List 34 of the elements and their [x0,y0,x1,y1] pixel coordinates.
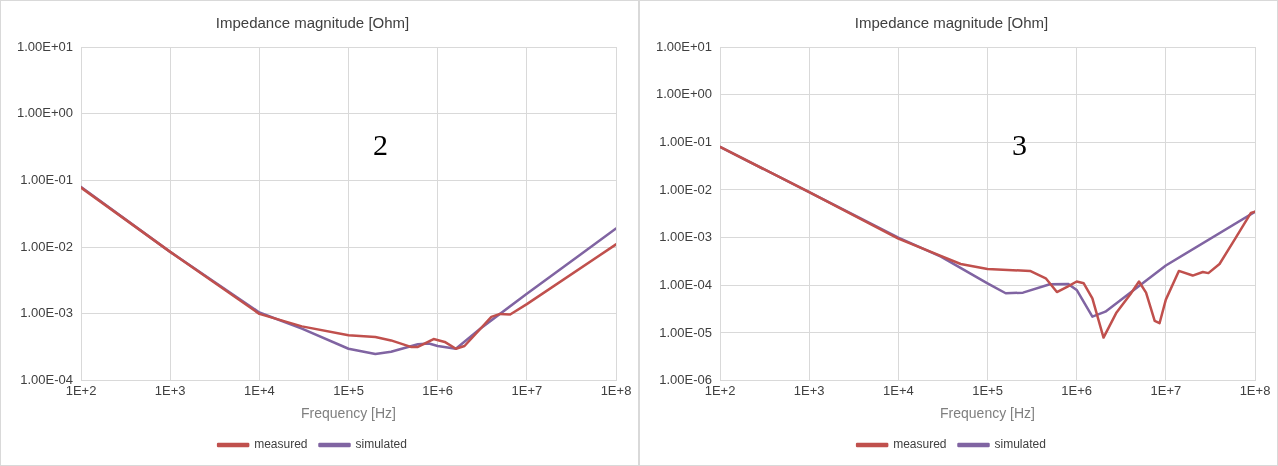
x-tick-label: 1E+8 [1239,382,1271,398]
y-tick-label: 1.00E-05 [659,324,713,340]
x-tick-label: 1E+7 [511,382,543,398]
y-tick-label: 1.00E+01 [655,38,713,54]
chart-title: Impedance magnitude [Ohm] [854,14,1049,32]
x-tick-label: 1E+6 [1061,382,1093,398]
x-tick-label: 1E+3 [154,382,186,398]
x-tick-label: 1E+5 [972,382,1003,398]
x-tick-label: 1E+3 [793,382,825,398]
y-tick-label: 1.00E-04 [659,276,713,292]
y-tick-label: 1.00E+01 [16,38,74,54]
y-tick-label: 1.00E-01 [20,172,74,188]
y-tick-label: 1.00E-03 [659,229,713,245]
annotation: 3 [1012,127,1028,161]
y-tick-label: 1.00E-02 [20,238,74,254]
legend-label: measured [254,437,308,452]
y-tick-label: 1.00E-03 [20,305,74,321]
x-tick-label: 1E+4 [882,382,914,398]
x-tick-label: 1E+6 [422,382,454,398]
x-tick-label: 1E+8 [600,382,632,398]
y-tick-label: 1.00E+00 [16,105,74,121]
y-tick-label: 1.00E-01 [659,133,713,149]
legend-label: simulated [355,437,407,452]
annotation: 2 [373,127,389,161]
y-tick-label: 1.00E-02 [659,181,713,197]
chart-title: Impedance magnitude [Ohm] [215,14,410,32]
x-axis-title: Frequency [Hz] [940,405,1035,422]
legend-label: simulated [994,437,1046,452]
x-tick-label: 1E+5 [333,382,364,398]
x-axis-title: Frequency [Hz] [301,405,396,422]
x-tick-label: 1E+7 [1150,382,1182,398]
y-tick-label: 1.00E+00 [655,86,713,102]
legend-label: measured [893,437,947,452]
x-tick-label: 1E+4 [243,382,275,398]
